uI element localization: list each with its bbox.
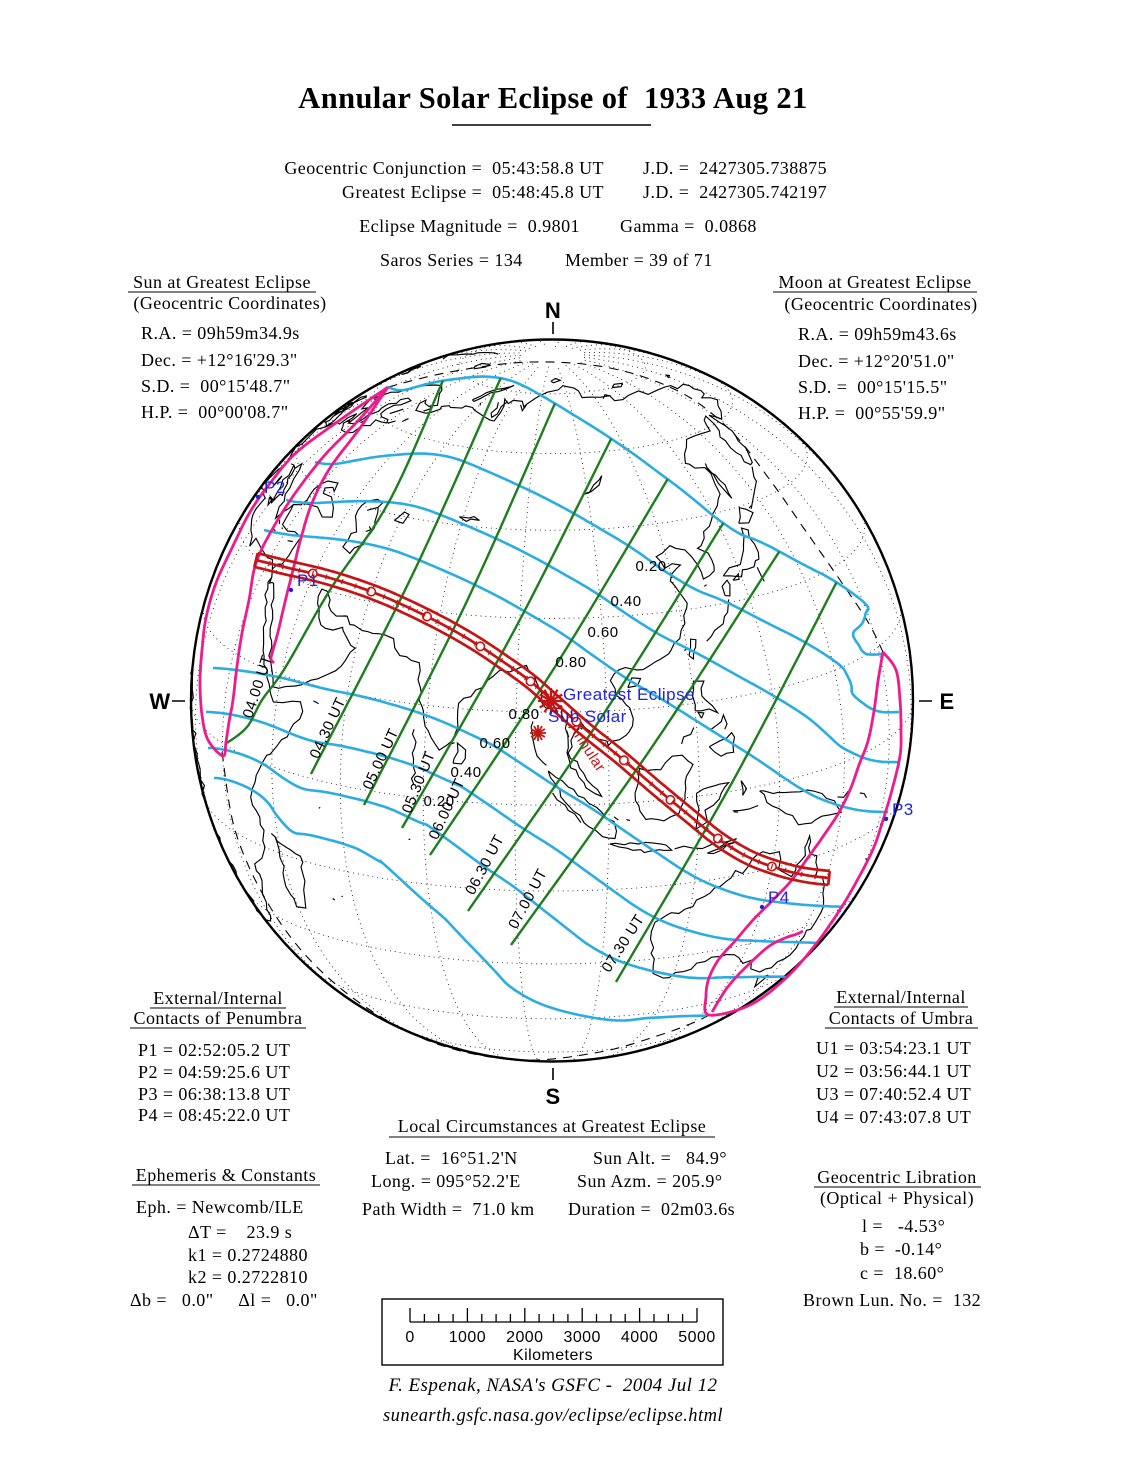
svg-text:Lat. = 16°51.2'N: Lat. = 16°51.2'N (385, 1148, 518, 1168)
svg-text:Greatest Eclipse: Greatest Eclipse (563, 685, 695, 704)
svg-text:Gamma = 0.0868: Gamma = 0.0868 (620, 216, 757, 236)
svg-text:0.80: 0.80 (509, 706, 540, 723)
svg-text:(Geocentric Coordinates): (Geocentric Coordinates) (133, 293, 326, 314)
svg-text:0.40: 0.40 (611, 593, 642, 610)
svg-text:0.60: 0.60 (588, 624, 619, 641)
svg-text:N: N (545, 298, 561, 323)
svg-text:U3 = 07:40:52.4 UT: U3 = 07:40:52.4 UT (816, 1084, 971, 1104)
svg-text:Eph. = Newcomb/ILE: Eph. = Newcomb/ILE (136, 1197, 304, 1217)
svg-text:J.D. = 2427305.742197: J.D. = 2427305.742197 (643, 182, 827, 202)
svg-text:Moon at Greatest Eclipse: Moon at Greatest Eclipse (778, 272, 971, 292)
svg-text:0.20: 0.20 (424, 793, 455, 810)
svg-text:Long. = 095°52.2'E: Long. = 095°52.2'E (371, 1171, 521, 1191)
svg-text:(Optical + Physical): (Optical + Physical) (820, 1188, 974, 1209)
svg-text:S.D. = 00°15'48.7": S.D. = 00°15'48.7" (141, 376, 291, 396)
svg-text:Saros Series = 134: Saros Series = 134 (380, 250, 523, 270)
svg-text:0.20: 0.20 (636, 558, 667, 575)
svg-text:P1: P1 (297, 571, 319, 590)
svg-text:Duration = 02m03.6s: Duration = 02m03.6s (568, 1199, 735, 1219)
svg-text:U2 = 03:56:44.1 UT: U2 = 03:56:44.1 UT (816, 1061, 971, 1081)
svg-text:E: E (939, 689, 954, 714)
svg-text:Dec. = +12°16'29.3": Dec. = +12°16'29.3" (141, 350, 298, 370)
svg-text:sunearth.gsfc.nasa.gov/eclipse: sunearth.gsfc.nasa.gov/eclipse/eclipse.h… (383, 1406, 723, 1426)
svg-text:Kilometers: Kilometers (513, 1347, 593, 1364)
svg-text:S.D. = 00°15'15.5": S.D. = 00°15'15.5" (798, 377, 948, 397)
svg-text:Annular Solar Eclipse of 1933: Annular Solar Eclipse of 1933 Aug 21 (298, 81, 807, 115)
svg-text:Member = 39 of 71: Member = 39 of 71 (565, 250, 713, 270)
svg-text:Greatest Eclipse = 05:48:45.8: Greatest Eclipse = 05:48:45.8 UT (342, 182, 604, 202)
svg-text:2000: 2000 (506, 1329, 543, 1346)
svg-text:F. Espenak, NASA's GSFC - 200: F. Espenak, NASA's GSFC - 2004 Jul 12 (387, 1375, 717, 1396)
svg-text:U1 = 03:54:23.1 UT: U1 = 03:54:23.1 UT (816, 1038, 971, 1058)
svg-text:ΔT = 23.9 s: ΔT = 23.9 s (188, 1222, 292, 1242)
svg-text:Dec. = +12°20'51.0": Dec. = +12°20'51.0" (798, 351, 955, 371)
svg-text:Contacts of Umbra: Contacts of Umbra (829, 1008, 974, 1028)
svg-text:P2: P2 (264, 478, 286, 497)
svg-text:Sub Solar: Sub Solar (548, 707, 627, 726)
svg-text:3000: 3000 (563, 1329, 600, 1346)
svg-text:R.A. = 09h59m43.6s: R.A. = 09h59m43.6s (798, 324, 957, 344)
svg-text:J.D. = 2427305.738875: J.D. = 2427305.738875 (643, 158, 827, 178)
svg-text:k1 = 0.2724880: k1 = 0.2724880 (188, 1245, 308, 1265)
svg-text:External/Internal: External/Internal (153, 988, 283, 1008)
svg-text:Δb = 0.0" Δl = 0.0": Δb = 0.0" Δl = 0.0" (130, 1290, 318, 1310)
svg-text:Sun Alt. = 84.9°: Sun Alt. = 84.9° (593, 1148, 727, 1168)
svg-text:Sun Azm. = 205.9°: Sun Azm. = 205.9° (577, 1171, 723, 1191)
svg-text:0.40: 0.40 (451, 764, 482, 781)
svg-text:(Geocentric Coordinates): (Geocentric Coordinates) (784, 294, 977, 315)
svg-text:Contacts of Penumbra: Contacts of Penumbra (134, 1008, 303, 1028)
svg-text:P1 = 02:52:05.2 UT: P1 = 02:52:05.2 UT (138, 1040, 290, 1060)
svg-text:b = -0.14°: b = -0.14° (860, 1239, 942, 1259)
svg-text:Local Circumstances at Greates: Local Circumstances at Greatest Eclipse (398, 1116, 706, 1136)
svg-text:l = -4.53°: l = -4.53° (862, 1216, 945, 1236)
svg-text:P4 = 08:45:22.0 UT: P4 = 08:45:22.0 UT (138, 1105, 290, 1125)
svg-text:Path Width = 71.0 km: Path Width = 71.0 km (362, 1199, 535, 1219)
svg-text:R.A. = 09h59m34.9s: R.A. = 09h59m34.9s (141, 323, 300, 343)
svg-text:c = 18.60°: c = 18.60° (860, 1263, 944, 1283)
svg-text:P3 = 06:38:13.8 UT: P3 = 06:38:13.8 UT (138, 1084, 290, 1104)
svg-text:P2 = 04:59:25.6 UT: P2 = 04:59:25.6 UT (138, 1062, 290, 1082)
svg-text:H.P. = 00°00'08.7": H.P. = 00°00'08.7" (141, 402, 289, 422)
svg-text:External/Internal: External/Internal (836, 987, 966, 1007)
svg-text:H.P. = 00°55'59.9": H.P. = 00°55'59.9" (798, 403, 946, 423)
svg-text:W: W (149, 689, 170, 714)
svg-text:U4 = 07:43:07.8 UT: U4 = 07:43:07.8 UT (816, 1107, 971, 1127)
svg-text:0: 0 (405, 1329, 414, 1346)
svg-text:Sun at Greatest Eclipse: Sun at Greatest Eclipse (133, 272, 311, 292)
svg-text:0.80: 0.80 (556, 654, 587, 671)
svg-text:5000: 5000 (678, 1329, 715, 1346)
svg-text:P4: P4 (768, 888, 790, 907)
svg-text:Brown Lun. No. = 132: Brown Lun. No. = 132 (803, 1290, 981, 1310)
svg-text:Ephemeris & Constants: Ephemeris & Constants (136, 1165, 316, 1185)
svg-text:0.60: 0.60 (480, 735, 511, 752)
svg-text:Eclipse Magnitude = 0.9801: Eclipse Magnitude = 0.9801 (359, 216, 580, 236)
svg-text:Geocentric Conjunction = 05:4: Geocentric Conjunction = 05:43:58.8 UT (284, 158, 604, 178)
svg-text:1000: 1000 (449, 1329, 486, 1346)
svg-text:P3: P3 (892, 800, 914, 819)
svg-text:S: S (545, 1084, 560, 1109)
svg-text:Geocentric Libration: Geocentric Libration (817, 1167, 976, 1187)
svg-text:k2 = 0.2722810: k2 = 0.2722810 (188, 1267, 308, 1287)
svg-text:4000: 4000 (621, 1329, 658, 1346)
